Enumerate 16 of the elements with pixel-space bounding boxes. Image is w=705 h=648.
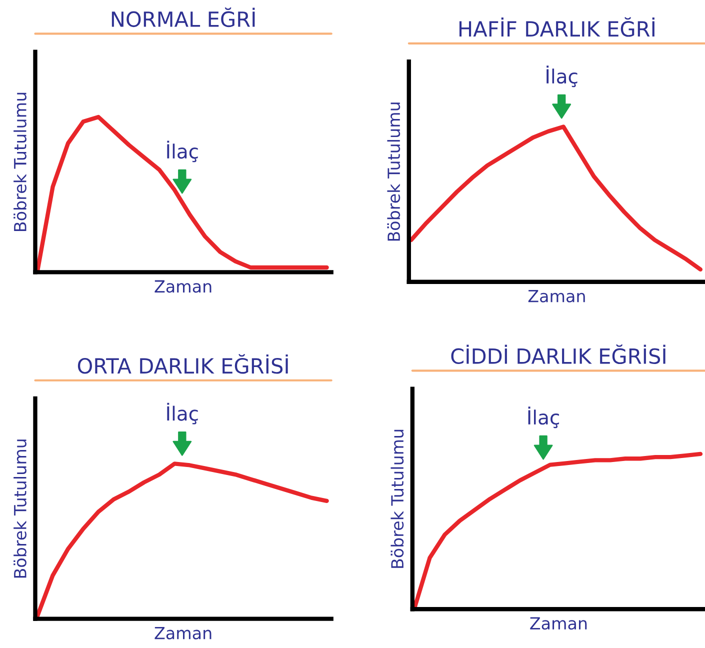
text: İlaç (528, 406, 559, 428)
chart-title: ORTA DARLIK EĞRİSİ (78, 354, 288, 374)
text: İlaç (546, 66, 578, 88)
y-axis-title: Böbrek Tutulumu (14, 92, 26, 231)
chart-title: HAFİF DARLIK EĞRİ (459, 17, 654, 37)
chart-title: CİDDİ DARLIK EĞRİSİ (451, 344, 666, 364)
chart-title: NORMAL EĞRİ (112, 7, 255, 28)
text: İlaç (167, 402, 198, 424)
x-axis-title: Zaman (154, 280, 212, 293)
x-axis-title: Zaman (528, 290, 585, 302)
annotation: İlaç (167, 140, 198, 162)
y-axis-title: Böbrek Tutulumu (14, 440, 26, 578)
y-axis-title: Böbrek Tutulumu (390, 430, 404, 568)
x-axis-title: Zaman (530, 617, 587, 630)
y-axis-title: Böbrek Tutulumu (387, 102, 400, 241)
x-axis-title: Zaman (154, 626, 212, 640)
